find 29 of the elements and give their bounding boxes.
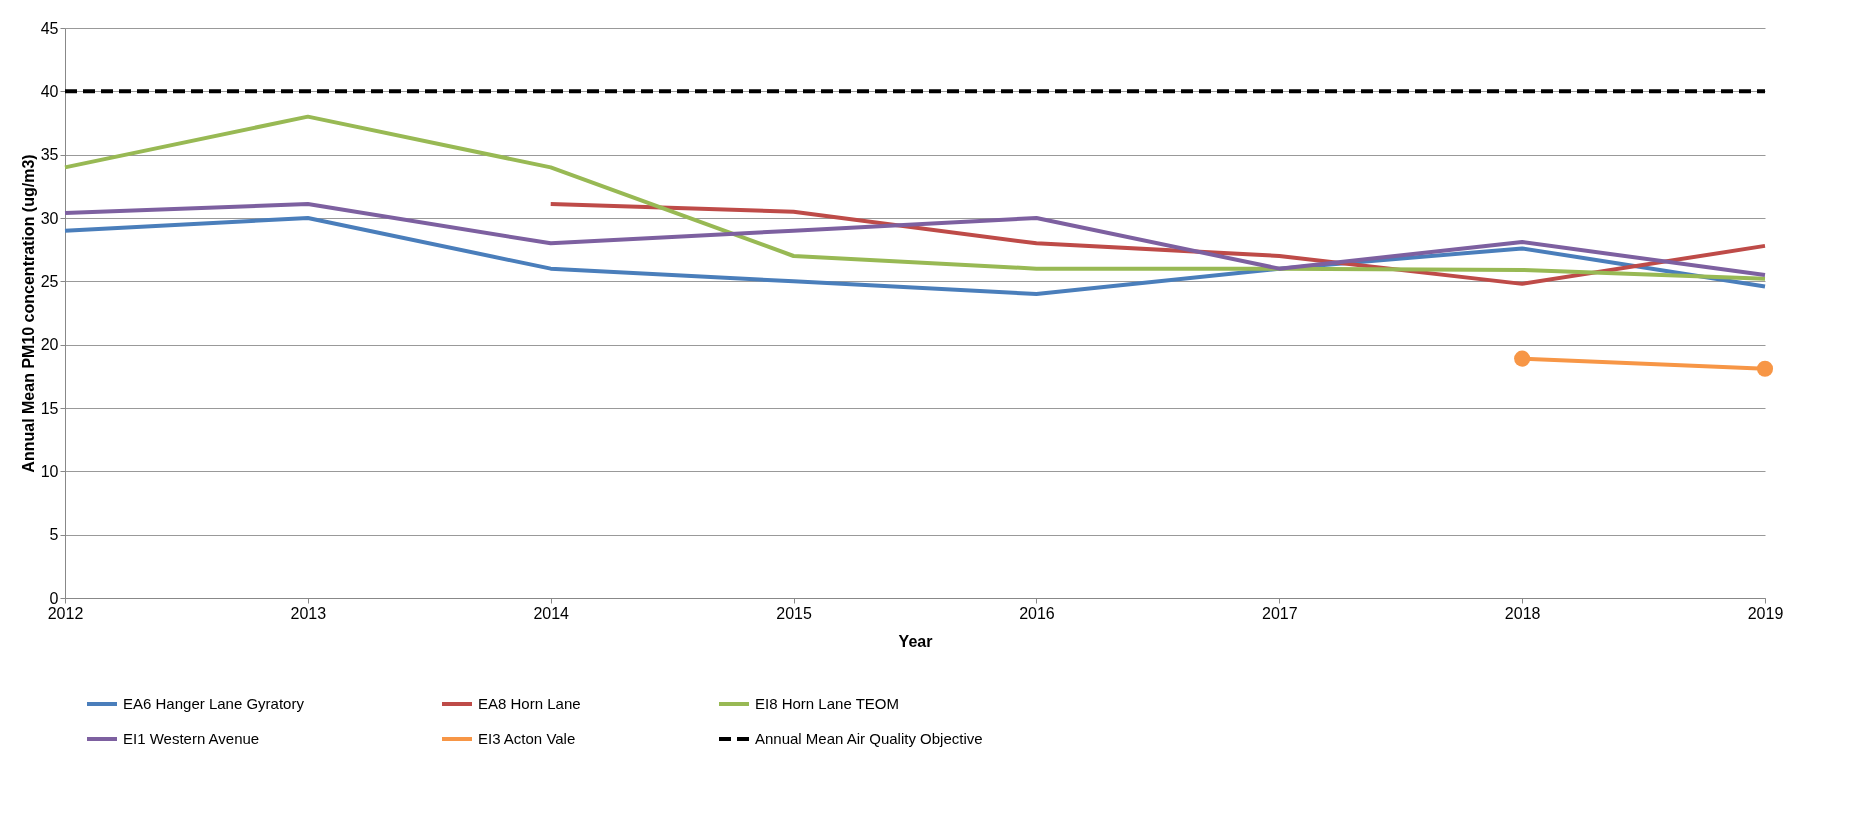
- y-tick-label: 25: [40, 272, 59, 290]
- y-tick-label: 40: [40, 82, 59, 100]
- legend-label: Annual Mean Air Quality Objective: [755, 730, 983, 747]
- x-tick-label: 2013: [290, 604, 327, 622]
- line-series: [63, 114, 1767, 281]
- legend-label: EA8 Horn Lane: [478, 695, 581, 712]
- line-series: [63, 202, 1767, 277]
- y-tick-label: 5: [49, 526, 59, 544]
- line-series: [63, 216, 1767, 296]
- y-tick-label: 35: [40, 146, 59, 164]
- y-tick-label: 20: [40, 336, 59, 354]
- y-tick-label: 30: [40, 209, 59, 227]
- legend-label: EI3 Acton Vale: [478, 730, 576, 747]
- legend-label: EI1 Western Avenue: [123, 730, 260, 747]
- y-tick-label: 45: [40, 19, 59, 37]
- y-tick-label: 10: [40, 462, 59, 480]
- x-tick-label: 2017: [1261, 604, 1298, 622]
- legend-label: EI8 Horn Lane TEOM: [755, 695, 899, 712]
- x-tick-label: 2012: [47, 604, 84, 622]
- x-tick-label: 2015: [776, 604, 812, 622]
- y-tick-label: 0: [49, 589, 59, 607]
- x-axis-title: Year: [898, 632, 933, 650]
- legend-label: EA6 Hanger Lane Gyratory: [123, 695, 305, 712]
- x-tick-label: 2019: [1747, 604, 1784, 622]
- y-axis-title: Annual Mean PM10 concentration (ug/m3): [19, 154, 37, 473]
- x-tick-label: 2016: [1019, 604, 1055, 622]
- x-tick-label: 2018: [1504, 604, 1541, 622]
- y-tick-label: 15: [40, 399, 59, 417]
- x-tick-label: 2014: [533, 604, 570, 622]
